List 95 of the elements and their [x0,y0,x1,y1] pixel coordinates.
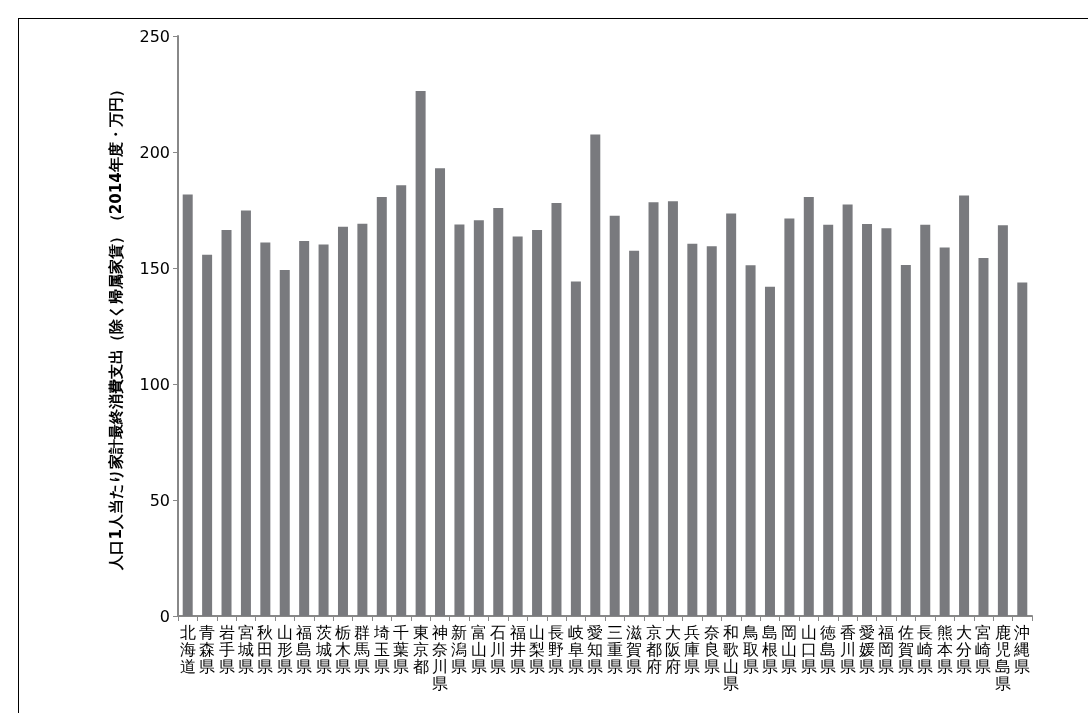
bar [473,220,484,616]
bar [726,213,737,616]
y-tick-label: 50 [149,490,170,510]
bar [376,197,387,616]
bar [532,229,543,616]
bar [978,258,989,616]
y-axis-title: 人口1人当たり家計最終消費支出（除く帰属家賃）（2014年度・万円） [107,82,125,571]
bar [396,185,407,616]
bar [609,215,620,616]
x-tick-label: 長崎県 [917,623,934,676]
bar [687,243,698,616]
x-tick-label: 山形県 [276,623,293,676]
bar [337,226,348,616]
x-tick-label: 群馬県 [353,623,371,676]
bar [881,228,892,616]
bar [803,197,814,616]
x-tick-label: 奈良県 [703,623,720,676]
x-tick-label: 和歌山県 [723,623,740,693]
x-tick-label: 福岡県 [878,623,895,676]
x-tick-label: 千葉県 [393,623,410,676]
bar [706,246,717,616]
bar [570,281,581,616]
x-tick-label: 岡山県 [781,623,798,676]
x-tick-label: 京都府 [645,623,662,676]
y-tick-label: 250 [139,26,170,46]
bar [667,201,678,616]
bar [629,250,640,616]
x-tick-label: 宮城県 [236,623,254,676]
bar [182,194,193,616]
x-tick-label: 香川県 [839,623,856,676]
bar [959,195,970,616]
x-tick-label: 東京都 [412,623,429,676]
x-tick-label: 鹿児島県 [994,623,1011,693]
bar [357,223,368,616]
x-tick-label: 北海道 [179,623,196,676]
bar [823,224,834,616]
x-tick-label: 熊本県 [936,623,953,676]
bar [512,236,523,616]
x-tick-label: 茨城県 [314,623,332,676]
bar [202,254,213,616]
bar [551,203,562,616]
bar [279,270,290,616]
x-tick-label: 埼玉県 [372,623,390,676]
bar [454,224,465,616]
bar [299,241,310,616]
bar [920,224,931,616]
bar [764,286,775,616]
x-tick-label: 富山県 [470,623,487,676]
bar [415,90,426,616]
y-tick-label: 100 [139,374,170,394]
x-tick-label: 新潟県 [451,623,468,676]
y-tick-label: 200 [139,142,170,162]
x-tick-label: 愛媛県 [859,623,876,676]
bar [221,229,232,616]
bar [435,168,446,616]
x-tick-label: 鳥取県 [741,623,759,676]
bar [590,134,601,616]
x-tick-label: 愛知県 [587,623,604,676]
bar [939,247,950,616]
x-tick-label: 佐賀県 [897,623,914,676]
x-tick-label: 青森県 [199,623,216,676]
x-tick-label: 長野県 [548,623,565,676]
x-tick-label: 石川県 [490,623,507,676]
x-tick-label: 大阪府 [664,623,681,676]
x-tick-label: 岩手県 [218,623,235,676]
x-tick-label: 栃木県 [334,623,351,676]
x-tick-label: 徳島県 [820,623,837,676]
bar [493,207,504,616]
x-tick-label: 福井県 [509,623,526,676]
bar [842,204,853,616]
bar [318,244,329,616]
bar [997,225,1008,616]
x-tick-label: 岐阜県 [567,623,584,676]
x-tick-label: 滋賀県 [626,623,643,676]
y-tick-label: 150 [139,258,170,278]
x-tick-label: 三重県 [606,623,623,676]
x-tick-label: 兵庫県 [684,623,701,676]
bar [900,264,911,616]
x-tick-label: 山梨県 [529,623,546,676]
x-tick-label: 神奈川県 [432,623,449,693]
x-tick-label: 福島県 [296,623,313,676]
x-tick-label: 宮崎県 [975,623,992,676]
x-tick-label: 大分県 [956,623,973,676]
bar [784,218,795,616]
bar [1017,282,1028,616]
x-tick-label: 秋田県 [257,623,274,676]
x-tick-label: 沖縄県 [1013,623,1031,676]
bar [240,210,251,616]
y-tick-label: 0 [159,606,170,626]
bar [260,242,271,616]
x-tick-label: 山口県 [800,623,817,676]
bar [745,265,756,616]
bar [862,223,873,616]
bar [648,202,659,616]
x-tick-label: 島根県 [761,623,778,676]
